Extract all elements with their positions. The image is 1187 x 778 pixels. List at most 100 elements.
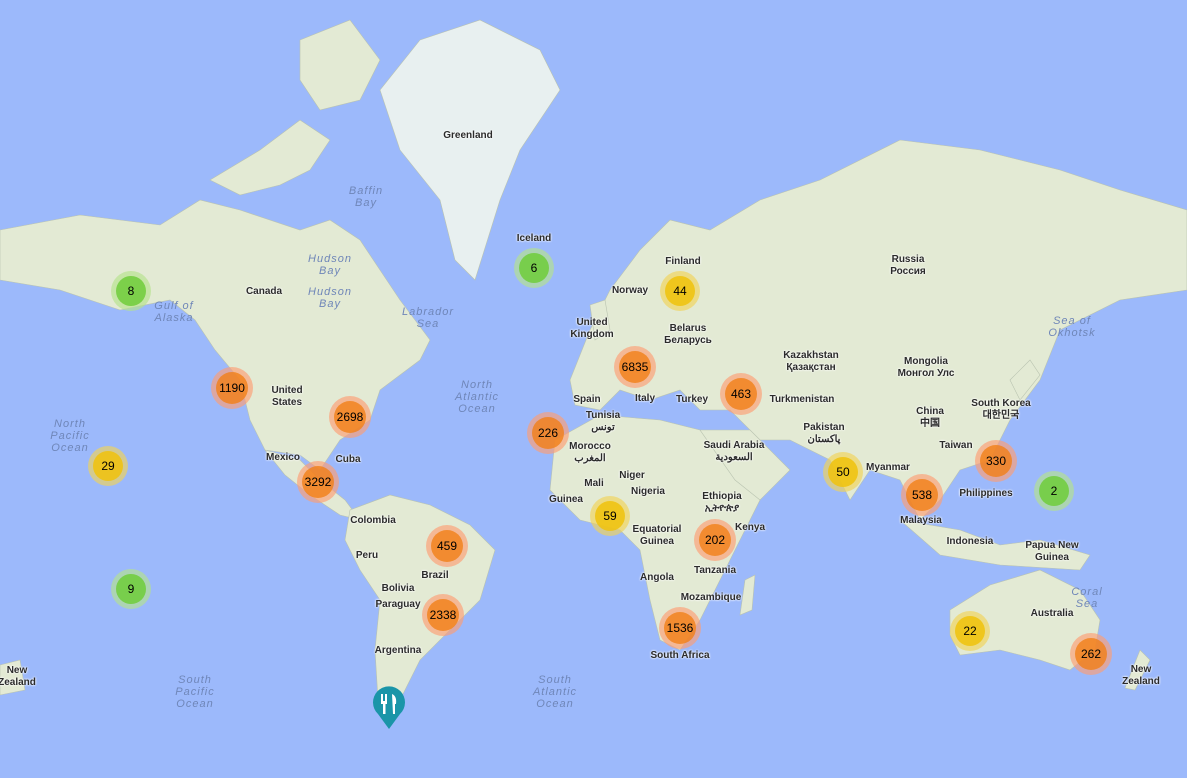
- cluster-count: 59: [595, 501, 625, 531]
- map-label-myanmar: Myanmar: [866, 462, 910, 473]
- cluster-count: 2: [1039, 476, 1069, 506]
- map-label-turkmenistan: Turkmenistan: [769, 394, 835, 405]
- cluster-count: 2338: [427, 599, 459, 631]
- marker-cluster[interactable]: 262: [1070, 633, 1112, 675]
- marker-cluster[interactable]: 330: [975, 440, 1017, 482]
- marker-cluster[interactable]: 8: [111, 271, 151, 311]
- map-label-spac: South Pacific Ocean: [175, 674, 215, 710]
- marker-cluster[interactable]: 44: [660, 271, 700, 311]
- cluster-count: 29: [93, 451, 123, 481]
- map-label-china: China 中国: [916, 406, 944, 429]
- map-label-hudson1: Hudson Bay: [308, 253, 352, 277]
- map-label-natl: North Atlantic Ocean: [454, 379, 500, 415]
- map-label-nz_left: New Zealand: [0, 665, 36, 688]
- cluster-count: 3292: [302, 466, 334, 498]
- cluster-count: 9: [116, 574, 146, 604]
- map-label-indonesia: Indonesia: [946, 536, 994, 547]
- map-label-satl: South Atlantic Ocean: [532, 674, 578, 710]
- cluster-count: 6: [519, 253, 549, 283]
- map-label-nigeria: Nigeria: [631, 486, 665, 497]
- map-label-angola: Angola: [640, 572, 674, 583]
- map-label-finland: Finland: [665, 256, 701, 267]
- map-label-saudi: Saudi Arabia السعودية: [703, 440, 765, 463]
- indonesia: [899, 519, 1091, 571]
- marker-cluster[interactable]: 2338: [422, 594, 464, 636]
- new-zealand: [0, 649, 1151, 696]
- marker-cluster[interactable]: 50: [823, 452, 863, 492]
- marker-cluster[interactable]: 1190: [211, 367, 253, 409]
- map-label-mali: Mali: [584, 478, 604, 489]
- marker-cluster[interactable]: 538: [901, 474, 943, 516]
- map-label-pakistan: Pakistan پاکستان: [803, 422, 845, 445]
- restaurant-fork-knife-icon: [373, 686, 405, 729]
- map-label-mozambique: Mozambique: [680, 592, 742, 603]
- marker-cluster[interactable]: 1536: [659, 607, 701, 649]
- map-label-kenya: Kenya: [734, 522, 766, 533]
- map-label-bolivia: Bolivia: [381, 583, 415, 594]
- map-label-tunisia: Tunisia تونس: [585, 410, 621, 433]
- marker-cluster[interactable]: 226: [527, 412, 569, 454]
- map-label-us: United States: [271, 385, 303, 408]
- marker-cluster[interactable]: 59: [590, 496, 630, 536]
- madagascar: [739, 574, 756, 616]
- map-label-norway: Norway: [611, 285, 649, 296]
- arctic-islands: [209, 19, 381, 196]
- map-label-eqguinea: Equatorial Guinea: [632, 524, 682, 547]
- marker-cluster[interactable]: 6835: [614, 346, 656, 388]
- map-label-canada: Canada: [245, 286, 283, 297]
- map-label-mexico: Mexico: [266, 452, 300, 463]
- marker-cluster[interactable]: 29: [88, 446, 128, 486]
- map-label-hudson2: Hudson Bay: [308, 286, 352, 310]
- map-label-png: Papua New Guinea: [1025, 540, 1079, 563]
- map-label-cuba: Cuba: [335, 454, 361, 465]
- cluster-count: 44: [665, 276, 695, 306]
- marker-cluster[interactable]: 3292: [297, 461, 339, 503]
- cluster-count: 2698: [334, 401, 366, 433]
- map-label-nz: New Zealand: [1122, 664, 1160, 687]
- marker-cluster[interactable]: 6: [514, 248, 554, 288]
- map-label-paraguay: Paraguay: [375, 599, 421, 610]
- greenland: [379, 19, 561, 281]
- cluster-count: 459: [431, 530, 463, 562]
- marker-cluster[interactable]: 2698: [329, 396, 371, 438]
- cluster-count: 8: [116, 276, 146, 306]
- marker-cluster[interactable]: 202: [694, 519, 736, 561]
- map-label-turkey: Turkey: [675, 394, 709, 405]
- map-label-philippines: Philippines: [959, 488, 1013, 499]
- map-label-russia: Russia Россия: [890, 254, 926, 277]
- marker-cluster[interactable]: 463: [720, 373, 762, 415]
- map-label-italy: Italy: [634, 393, 656, 404]
- cluster-count: 1536: [664, 612, 696, 644]
- map-label-colombia: Colombia: [350, 515, 396, 526]
- map-label-brazil: Brazil: [421, 570, 449, 581]
- uk: [589, 299, 611, 341]
- map-label-kazakhstan: Kazakhstan Қазақстан: [783, 350, 839, 373]
- cluster-count: 226: [532, 417, 564, 449]
- cluster-count: 1190: [216, 372, 248, 404]
- cluster-count: 50: [828, 457, 858, 487]
- map-label-skorea: South Korea 대한민국: [971, 398, 1031, 421]
- marker-cluster[interactable]: 459: [426, 525, 468, 567]
- map-label-argentina: Argentina: [374, 645, 422, 656]
- marker-cluster[interactable]: 2: [1034, 471, 1074, 511]
- map-label-labrador: Labrador Sea: [401, 306, 455, 330]
- map-label-guinea: Guinea: [549, 494, 583, 505]
- map-label-mongolia: Mongolia Монгол Улс: [897, 356, 955, 379]
- map-label-coral: Coral Sea: [1071, 586, 1103, 610]
- map-label-greenland: Greenland: [443, 130, 493, 141]
- marker-cluster[interactable]: 9: [111, 569, 151, 609]
- map-label-baffin: Baffin Bay: [348, 185, 384, 209]
- map-label-alaska: Gulf of Alaska: [154, 300, 194, 324]
- restaurant-marker[interactable]: [371, 686, 407, 730]
- map-label-tanzania: Tanzania: [693, 565, 737, 576]
- map-label-ethiopia: Ethiopia ኢትዮጵያ: [702, 491, 742, 514]
- map-label-niger: Niger: [619, 470, 645, 481]
- cluster-count: 22: [955, 616, 985, 646]
- arabia: [699, 429, 791, 501]
- map-label-belarus: Belarus Беларусь: [664, 323, 712, 346]
- map-label-npac: North Pacific Ocean: [50, 418, 90, 454]
- marker-cluster[interactable]: 22: [950, 611, 990, 651]
- map-label-spain: Spain: [573, 394, 601, 405]
- map-label-uk: United Kingdom: [570, 317, 614, 340]
